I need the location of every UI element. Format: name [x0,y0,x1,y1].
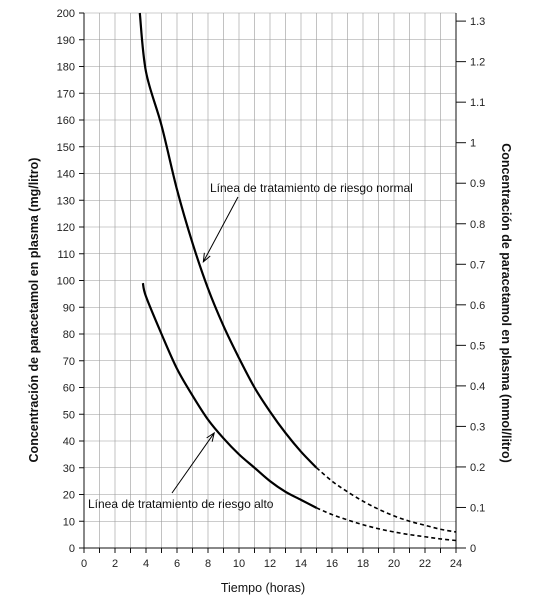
treatment-line-normal-risk-solid [138,12,318,469]
y-tick-label-right: 0.2 [470,462,485,474]
x-tick-label: 6 [174,558,180,570]
annotation-arrow-high-risk [171,432,215,494]
y-tick-label-right: 0 [470,543,476,555]
y-tick-label-left: 180 [57,62,75,74]
x-tick-label: 14 [295,558,307,570]
y-tick-label-right: 0.1 [470,502,485,514]
y-tick-label-right: 1.1 [470,97,485,109]
y-tick-label-right: 0.8 [470,219,485,231]
y-tick-label-right: 1.2 [470,57,485,69]
treatment-line-normal-risk-dashed [315,467,457,533]
x-tick-label: 24 [450,558,462,570]
y-tick-label-right: 0.4 [470,381,485,393]
y-tick-label-right: 0.7 [470,259,485,271]
y-tick-label-right: 0.3 [470,421,485,433]
y-tick-label-left: 170 [57,88,75,100]
y-tick-label-right: 1 [470,138,476,150]
axes: 0102030405060708090100110120130140150160… [57,8,486,570]
y-tick-label-right: 0.9 [470,178,485,190]
y-tick-label-right: 0.6 [470,300,485,312]
y-tick-label-left: 60 [63,383,75,395]
y-tick-label-left: 160 [57,115,75,127]
annotation-arrowhead-normal-risk [202,252,211,263]
grid-lines [83,12,457,549]
x-tick-label: 20 [388,558,400,570]
treatment-lines [138,12,457,542]
annotation-arrow-normal-risk [202,196,239,263]
y-tick-label-left: 120 [57,222,75,234]
treatment-line-high-risk-solid [141,282,318,509]
x-axis-title: Tiempo (horas) [221,581,305,595]
annotation-label-high-risk: Línea de tratamiento de riesgo alto [88,497,274,511]
annotations: Línea de tratamiento de riesgo normal Lín… [88,181,413,511]
y-tick-label-left: 200 [57,8,75,20]
y-axis-title-left: Concentración de paracetamol en plasma (… [27,158,41,463]
x-tick-label: 22 [419,558,431,570]
y-tick-label-left: 50 [63,409,75,421]
annotation-arrowhead-high-risk [206,431,215,442]
y-tick-label-right: 0.5 [470,340,485,352]
y-tick-label-left: 190 [57,35,75,47]
y-tick-label-left: 90 [63,302,75,314]
x-tick-label: 12 [264,558,276,570]
x-tick-label: 2 [112,558,118,570]
y-tick-label-left: 0 [69,543,75,555]
y-tick-label-left: 80 [63,329,75,341]
x-tick-label: 18 [357,558,369,570]
y-tick-label-left: 100 [57,276,75,288]
y-tick-label-left: 150 [57,142,75,154]
y-tick-label-left: 30 [63,463,75,475]
y-tick-label-left: 20 [63,490,75,502]
y-tick-label-left: 130 [57,195,75,207]
x-tick-label: 10 [233,558,245,570]
y-tick-label-left: 10 [63,516,75,528]
x-tick-label: 4 [143,558,149,570]
x-tick-label: 8 [205,558,211,570]
y-tick-label-right: 1.3 [470,16,485,28]
treatment-line-high-risk-dashed [316,507,457,542]
y-tick-label-left: 70 [63,356,75,368]
x-tick-label: 0 [81,558,87,570]
x-tick-label: 16 [326,558,338,570]
y-axis-title-right: Concentración de paracetamol en plasma (… [499,143,513,463]
annotation-label-normal-risk: Línea de tratamiento de riesgo normal [210,181,413,195]
y-tick-label-left: 140 [57,169,75,181]
y-tick-label-left: 110 [57,249,75,261]
y-tick-label-left: 40 [63,436,75,448]
